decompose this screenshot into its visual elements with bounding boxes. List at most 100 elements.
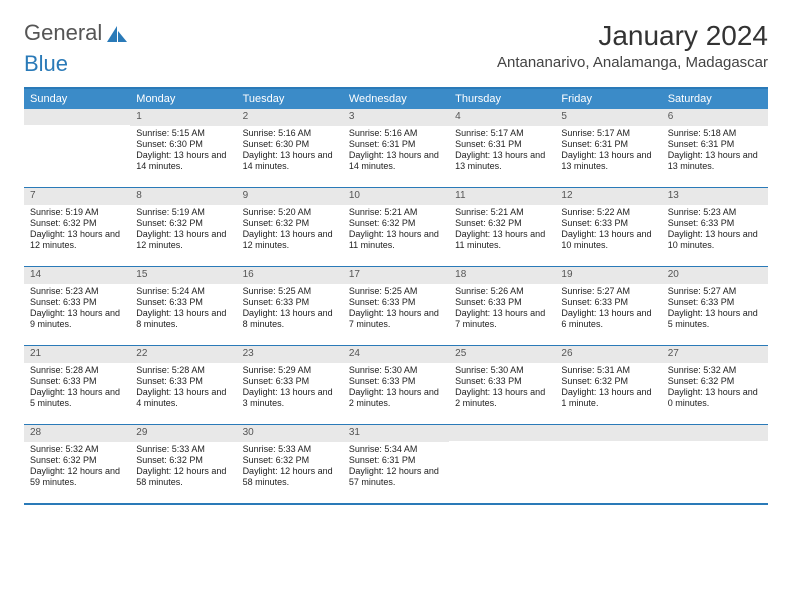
day-header: Tuesday (237, 89, 343, 109)
sunrise-line: Sunrise: 5:28 AM (30, 365, 124, 376)
cell-body: Sunrise: 5:23 AMSunset: 6:33 PMDaylight:… (24, 284, 130, 335)
day-number: 3 (343, 109, 449, 126)
calendar-cell: 31Sunrise: 5:34 AMSunset: 6:31 PMDayligh… (343, 425, 449, 503)
daylight-line: Daylight: 13 hours and 11 minutes. (349, 229, 443, 252)
sunset-line: Sunset: 6:32 PM (349, 218, 443, 229)
sunrise-line: Sunrise: 5:23 AM (30, 286, 124, 297)
daylight-line: Daylight: 13 hours and 8 minutes. (136, 308, 230, 331)
sunrise-line: Sunrise: 5:31 AM (561, 365, 655, 376)
day-number: 24 (343, 346, 449, 363)
cell-body: Sunrise: 5:25 AMSunset: 6:33 PMDaylight:… (237, 284, 343, 335)
day-number: 27 (662, 346, 768, 363)
cell-body: Sunrise: 5:30 AMSunset: 6:33 PMDaylight:… (343, 363, 449, 414)
calendar-cell: 13Sunrise: 5:23 AMSunset: 6:33 PMDayligh… (662, 188, 768, 266)
day-number: 1 (130, 109, 236, 126)
sunrise-line: Sunrise: 5:17 AM (455, 128, 549, 139)
daylight-line: Daylight: 13 hours and 9 minutes. (30, 308, 124, 331)
day-number: 9 (237, 188, 343, 205)
sunset-line: Sunset: 6:33 PM (243, 376, 337, 387)
sunset-line: Sunset: 6:31 PM (349, 139, 443, 150)
calendar-cell: 30Sunrise: 5:33 AMSunset: 6:32 PMDayligh… (237, 425, 343, 503)
cell-body: Sunrise: 5:16 AMSunset: 6:30 PMDaylight:… (237, 126, 343, 177)
daylight-line: Daylight: 12 hours and 58 minutes. (243, 466, 337, 489)
sunrise-line: Sunrise: 5:21 AM (455, 207, 549, 218)
day-number: 17 (343, 267, 449, 284)
sunset-line: Sunset: 6:32 PM (136, 455, 230, 466)
calendar-cell: 17 Sunrise: 5:25 AMSunset: 6:33 PMDayligh… (343, 267, 449, 345)
sunset-line: Sunset: 6:30 PM (243, 139, 337, 150)
sunrise-line: Sunrise: 5:25 AM (349, 286, 443, 297)
sunrise-line: Sunrise: 5:18 AM (668, 128, 762, 139)
daylight-line: Daylight: 13 hours and 14 minutes. (136, 150, 230, 173)
daylight-line: Daylight: 12 hours and 58 minutes. (136, 466, 230, 489)
daylight-line: Daylight: 13 hours and 7 minutes. (349, 308, 443, 331)
calendar-cell: 21Sunrise: 5:28 AMSunset: 6:33 PMDayligh… (24, 346, 130, 424)
logo-text-1: General (24, 20, 102, 46)
sunset-line: Sunset: 6:32 PM (243, 218, 337, 229)
daylight-line: Daylight: 13 hours and 10 minutes. (668, 229, 762, 252)
daylight-line: Daylight: 13 hours and 10 minutes. (561, 229, 655, 252)
day-number: 26 (555, 346, 661, 363)
calendar-cell: 7Sunrise: 5:19 AMSunset: 6:32 PMDaylight… (24, 188, 130, 266)
sunrise-line: Sunrise: 5:20 AM (243, 207, 337, 218)
sunset-line: Sunset: 6:32 PM (136, 218, 230, 229)
daylight-line: Daylight: 13 hours and 4 minutes. (136, 387, 230, 410)
sunset-line: Sunset: 6:33 PM (349, 297, 443, 308)
cell-body: Sunrise: 5:19 AMSunset: 6:32 PMDaylight:… (130, 205, 236, 256)
daylight-line: Daylight: 13 hours and 12 minutes. (243, 229, 337, 252)
sunset-line: Sunset: 6:32 PM (30, 218, 124, 229)
day-number: 16 (237, 267, 343, 284)
calendar-cell: 10 Sunrise: 5:21 AMSunset: 6:32 PMDayligh… (343, 188, 449, 266)
cell-body: Sunrise: 5:21 AMSunset: 6:32 PMDaylight:… (449, 205, 555, 256)
daylight-line: Daylight: 13 hours and 7 minutes. (455, 308, 549, 331)
sunrise-line: Sunrise: 5:17 AM (561, 128, 655, 139)
day-number: 10 (343, 188, 449, 205)
calendar-cell: 27Sunrise: 5:32 AMSunset: 6:32 PMDayligh… (662, 346, 768, 424)
day-header: Saturday (662, 89, 768, 109)
cell-body: Sunrise: 5:15 AMSunset: 6:30 PMDaylight:… (130, 126, 236, 177)
sunrise-line: Sunrise: 5:21 AM (349, 207, 443, 218)
day-header: Monday (130, 89, 236, 109)
sunrise-line: Sunrise: 5:27 AM (668, 286, 762, 297)
day-number: 13 (662, 188, 768, 205)
day-number: 18 (449, 267, 555, 284)
daylight-line: Daylight: 13 hours and 5 minutes. (668, 308, 762, 331)
sunset-line: Sunset: 6:33 PM (243, 297, 337, 308)
day-number: 30 (237, 425, 343, 442)
sunrise-line: Sunrise: 5:16 AM (349, 128, 443, 139)
sunrise-line: Sunrise: 5:27 AM (561, 286, 655, 297)
day-number: 11 (449, 188, 555, 205)
sunset-line: Sunset: 6:33 PM (455, 376, 549, 387)
calendar-cell: 29Sunrise: 5:33 AMSunset: 6:32 PMDayligh… (130, 425, 236, 503)
day-number (449, 425, 555, 441)
sunset-line: Sunset: 6:33 PM (30, 297, 124, 308)
day-number: 4 (449, 109, 555, 126)
cell-body: Sunrise: 5:27 AMSunset: 6:33 PMDaylight:… (662, 284, 768, 335)
cell-body: Sunrise: 5:28 AMSunset: 6:33 PMDaylight:… (24, 363, 130, 414)
calendar-cell: 23Sunrise: 5:29 AMSunset: 6:33 PMDayligh… (237, 346, 343, 424)
cell-body: Sunrise: 5:24 AMSunset: 6:33 PMDaylight:… (130, 284, 236, 335)
day-header: Thursday (449, 89, 555, 109)
logo-sail-icon (106, 25, 128, 43)
calendar-weeks: 1Sunrise: 5:15 AMSunset: 6:30 PMDaylight… (24, 109, 768, 503)
calendar-cell (555, 425, 661, 503)
sunrise-line: Sunrise: 5:30 AM (455, 365, 549, 376)
week-row: 21Sunrise: 5:28 AMSunset: 6:33 PMDayligh… (24, 346, 768, 425)
daylight-line: Daylight: 13 hours and 12 minutes. (30, 229, 124, 252)
sunset-line: Sunset: 6:31 PM (668, 139, 762, 150)
calendar-cell: 14Sunrise: 5:23 AMSunset: 6:33 PMDayligh… (24, 267, 130, 345)
calendar-cell: 1Sunrise: 5:15 AMSunset: 6:30 PMDaylight… (130, 109, 236, 187)
calendar-cell: 12Sunrise: 5:22 AMSunset: 6:33 PMDayligh… (555, 188, 661, 266)
calendar-cell: 26Sunrise: 5:31 AMSunset: 6:32 PMDayligh… (555, 346, 661, 424)
day-number: 21 (24, 346, 130, 363)
cell-body: Sunrise: 5:17 AMSunset: 6:31 PMDaylight:… (449, 126, 555, 177)
calendar-cell: 24Sunrise: 5:30 AMSunset: 6:33 PMDayligh… (343, 346, 449, 424)
daylight-line: Daylight: 12 hours and 57 minutes. (349, 466, 443, 489)
sunset-line: Sunset: 6:31 PM (455, 139, 549, 150)
daylight-line: Daylight: 13 hours and 1 minute. (561, 387, 655, 410)
cell-body: Sunrise: 5:17 AMSunset: 6:31 PMDaylight:… (555, 126, 661, 177)
day-header: Friday (555, 89, 661, 109)
calendar-cell: 11Sunrise: 5:21 AMSunset: 6:32 PMDayligh… (449, 188, 555, 266)
sunrise-line: Sunrise: 5:19 AM (30, 207, 124, 218)
sunset-line: Sunset: 6:33 PM (561, 297, 655, 308)
